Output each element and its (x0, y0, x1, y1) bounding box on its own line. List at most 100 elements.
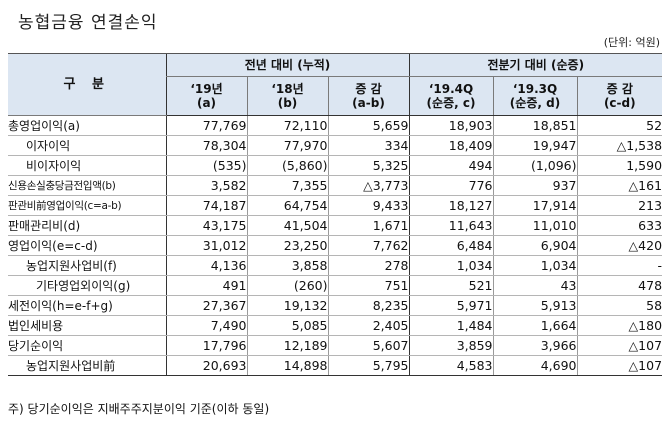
row-label: 세전이익(h=e-f+g) (8, 295, 166, 316)
table-cell: 491 (165, 275, 247, 296)
row-label: 영업이익(e=c-d) (8, 235, 166, 256)
table-cell: 9,433 (327, 195, 409, 216)
table-cell: 7,490 (165, 315, 247, 336)
unit-note: (단위: 억원) (603, 36, 660, 49)
table-row: 세전이익(h=e-f+g) 27,367 19,132 8,235 5,971 … (8, 295, 663, 316)
col-header: 증 감 (c-d) (576, 76, 663, 116)
table-cell: 18,409 (408, 135, 493, 156)
table-cell: 1,034 (492, 255, 577, 276)
table-cell: 5,795 (327, 355, 409, 376)
col-header: ‘18년 (b) (246, 76, 328, 116)
header-row-groups: 구 분 전년 대비 (누적) 전분기 대비 (순증) (8, 53, 663, 116)
col-header: ‘19년 (a) (165, 76, 247, 116)
table-cell: 4,690 (492, 355, 577, 376)
table-cell: (5,860) (246, 155, 328, 176)
table-cell: 41,504 (246, 215, 328, 236)
table-cell: 3,966 (492, 335, 577, 356)
table-cell: 7,762 (327, 235, 409, 256)
table-cell: 11,643 (408, 215, 493, 236)
table-cell: 1,034 (408, 255, 493, 276)
table-cell: △161 (576, 175, 663, 196)
table-cell: 64,754 (246, 195, 328, 216)
table-cell: 27,367 (165, 295, 247, 316)
table-row: 이자이익 78,304 77,970 334 18,409 19,947 △1,… (8, 135, 663, 156)
row-label: 이자이익 (8, 135, 166, 156)
table-cell: 5,607 (327, 335, 409, 356)
table-cell: 4,136 (165, 255, 247, 276)
table-cell: 751 (327, 275, 409, 296)
row-label: 당기순이익 (8, 335, 166, 356)
table-cell: 1,664 (492, 315, 577, 336)
table-cell: 5,971 (408, 295, 493, 316)
table-cell: 17,796 (165, 335, 247, 356)
table-cell: 17,914 (492, 195, 577, 216)
table-cell: 776 (408, 175, 493, 196)
table-cell: 12,189 (246, 335, 328, 356)
table-cell: 633 (576, 215, 663, 236)
table-cell: 20,693 (165, 355, 247, 376)
income-table: 구 분 전년 대비 (누적) 전분기 대비 (순증) ‘19년 (a) ‘18년(… (8, 53, 663, 376)
table-row: 농업지원사업비(f) 4,136 3,858 278 1,034 1,034 - (8, 255, 663, 276)
table-cell: 7,355 (246, 175, 328, 196)
table-cell: 78,304 (165, 135, 247, 156)
row-label: 총영업이익(a) (8, 115, 166, 136)
gubun-header: 구 분 (8, 53, 166, 116)
table-cell: 1,590 (576, 155, 663, 176)
table-cell: △180 (576, 315, 663, 336)
footnote: 주) 당기순이익은 지배주주지분이익 기준(이하 동일) (8, 402, 270, 416)
table-cell: 31,012 (165, 235, 247, 256)
table-cell: 11,010 (492, 215, 577, 236)
table-cell: △107 (576, 335, 663, 356)
table-cell: 8,235 (327, 295, 409, 316)
table-cell: 5,659 (327, 115, 409, 136)
table-cell: 334 (327, 135, 409, 156)
header-row-columns: ‘19년 (a) ‘18년 (b) 증 감 (a-b) ‘19.4Q (순증, c) ‘… (8, 76, 663, 116)
table-cell: △107 (576, 355, 663, 376)
table-row: 신용손실충당금전입액(b) 3,582 7,355 △3,773 776 937… (8, 175, 663, 196)
table-row: 판관비前영업이익(c=a-b) 74,187 64,754 9,433 18,1… (8, 195, 663, 216)
group-header-yoy: 전년 대비 (누적) (165, 53, 409, 77)
table-cell: 19,947 (492, 135, 577, 156)
row-label: 법인세비용 (8, 315, 166, 336)
row-label: 비이자이익 (8, 155, 166, 176)
table-cell: △1,538 (576, 135, 663, 156)
table-cell: 5,325 (327, 155, 409, 176)
table-cell: 6,484 (408, 235, 493, 256)
table-cell: 18,903 (408, 115, 493, 136)
table-cell: - (576, 255, 663, 276)
table-cell: 4,583 (408, 355, 493, 376)
table-cell: 18,127 (408, 195, 493, 216)
table-cell: △420 (576, 235, 663, 256)
table-cell: 14,898 (246, 355, 328, 376)
table-cell: 6,904 (492, 235, 577, 256)
table-cell: 3,859 (408, 335, 493, 356)
table-cell: 23,250 (246, 235, 328, 256)
table-row: 농업지원사업비前 20,693 14,898 5,795 4,583 4,690… (8, 355, 663, 376)
table-cell: 937 (492, 175, 577, 196)
row-label: 농업지원사업비(f) (8, 255, 166, 276)
table-row: 비이자이익 (535) (5,860) 5,325 494 (1,096) 1,… (8, 155, 663, 176)
table-cell: 5,913 (492, 295, 577, 316)
row-label: 기타영업외이익(g) (8, 275, 166, 296)
table-cell: 72,110 (246, 115, 328, 136)
table-row: 판매관리비(d) 43,175 41,504 1,671 11,643 11,0… (8, 215, 663, 236)
table-cell: (260) (246, 275, 328, 296)
table-cell: 478 (576, 275, 663, 296)
table-cell: 58 (576, 295, 663, 316)
table-row: 당기순이익 17,796 12,189 5,607 3,859 3,966 △1… (8, 335, 663, 356)
table-cell: 74,187 (165, 195, 247, 216)
col-header: ‘19.4Q (순증, c) (408, 76, 493, 116)
table-cell: 3,858 (246, 255, 328, 276)
table-row: 법인세비용 7,490 5,085 2,405 1,484 1,664 △180 (8, 315, 663, 336)
table-cell: (1,096) (492, 155, 577, 176)
col-header: 증 감 (a-b) (327, 76, 409, 116)
table-cell: 43 (492, 275, 577, 296)
table-cell: 77,970 (246, 135, 328, 156)
table-cell: 2,405 (327, 315, 409, 336)
table-cell: △3,773 (327, 175, 409, 196)
table-cell: 5,085 (246, 315, 328, 336)
col-header: ‘19.3Q (순증, d) (492, 76, 577, 116)
table-cell: (535) (165, 155, 247, 176)
table-cell: 52 (576, 115, 663, 136)
row-label: 판매관리비(d) (8, 215, 166, 236)
